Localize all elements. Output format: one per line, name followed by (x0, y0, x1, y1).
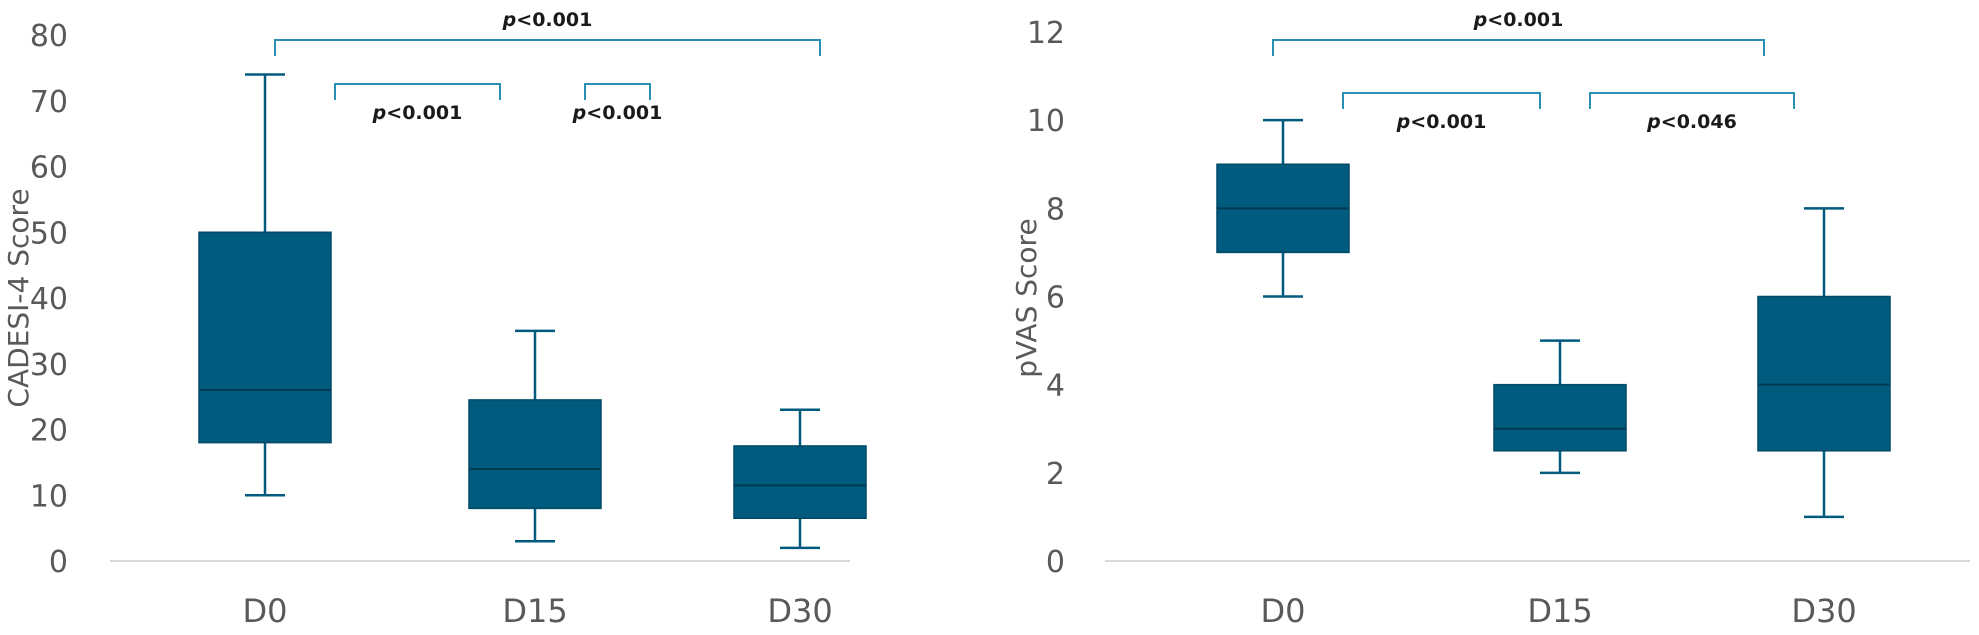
box-D15 (468, 329, 602, 543)
box-D15 (1493, 339, 1627, 475)
box-D30 (733, 408, 867, 550)
y-tick-label: 40 (30, 282, 68, 317)
bracket-line (584, 83, 651, 100)
y-tick-label: 0 (49, 545, 68, 580)
significance-bracket: p<0.001 (1342, 92, 1541, 133)
box-D0 (198, 73, 332, 497)
y-tick-label: 30 (30, 348, 68, 383)
iqr-box (733, 445, 867, 520)
y-tick-label: 6 (1046, 281, 1065, 316)
box-D30 (1757, 207, 1891, 519)
iqr-box (468, 399, 602, 510)
significance-bracket: p<0.001 (572, 83, 663, 124)
p-value-label: p<0.046 (1646, 111, 1737, 133)
x-tick-label: D15 (502, 592, 567, 630)
chart-panel-1: 0 10 20 30 40 50 60 70 80 CADESI-4 Score D0 D15 D30 p… (2, 9, 867, 630)
bracket-line (1272, 39, 1765, 56)
iqr-box (198, 231, 332, 444)
x-tick-label: D0 (243, 592, 288, 630)
y-tick-label: 12 (1027, 16, 1065, 51)
p-value-label: p<0.001 (502, 9, 593, 31)
y-tick-label: 80 (30, 19, 68, 54)
iqr-box (1493, 383, 1627, 452)
p-value-label: p<0.001 (1396, 111, 1487, 133)
y-axis-label: pVAS Score (1010, 218, 1043, 377)
p-value-label: p<0.001 (1473, 9, 1564, 31)
x-tick-label: D30 (1791, 592, 1856, 630)
x-tick-label: D15 (1527, 592, 1592, 630)
significance-bracket: p<0.001 (1272, 9, 1765, 56)
y-tick-label: 0 (1046, 545, 1065, 580)
y-tick-label: 10 (1027, 104, 1065, 139)
y-tick-label: 10 (30, 479, 68, 514)
bracket-line (1589, 92, 1795, 109)
y-axis-label: CADESI-4 Score (2, 188, 35, 407)
box-D0 (1216, 118, 1350, 298)
bracket-line (1342, 92, 1541, 109)
y-tick-label: 50 (30, 216, 68, 251)
chart-panel-2: 0 2 4 6 8 10 12 pVAS Score D0 D15 D30 p<0.001 p<0.00… (1010, 9, 1970, 630)
p-value-label: p<0.001 (572, 102, 663, 124)
bracket-line (334, 83, 501, 100)
significance-bracket: p<0.046 (1589, 92, 1795, 133)
iqr-box (1757, 295, 1891, 452)
y-tick-label: 8 (1046, 192, 1065, 227)
y-tick-label: 60 (30, 151, 68, 186)
y-tick-label: 4 (1046, 369, 1065, 404)
x-tick-label: D0 (1261, 592, 1306, 630)
y-tick-label: 20 (30, 414, 68, 449)
bracket-line (274, 39, 821, 56)
x-tick-label: D30 (767, 592, 832, 630)
y-tick-label: 2 (1046, 457, 1065, 492)
p-value-label: p<0.001 (372, 102, 463, 124)
y-tick-label: 70 (30, 85, 68, 120)
significance-bracket: p<0.001 (274, 9, 821, 56)
significance-bracket: p<0.001 (334, 83, 501, 124)
